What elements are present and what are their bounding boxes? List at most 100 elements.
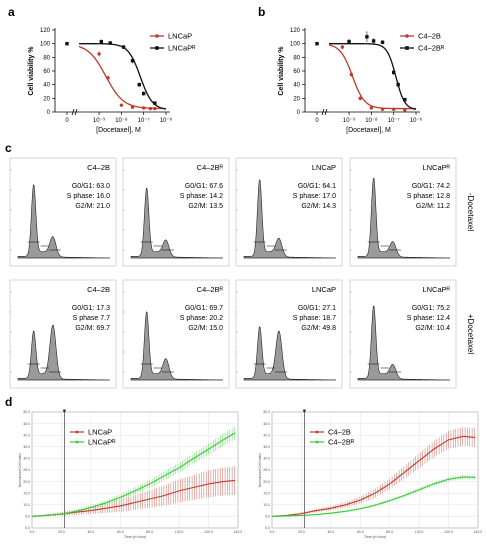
y-axis-label: Normalized Cell Index — [258, 453, 262, 487]
y-tick-label: 60 — [43, 69, 50, 75]
x-tick-label: 0.0 — [270, 530, 275, 534]
data-point — [108, 41, 112, 45]
legend-marker — [315, 440, 319, 444]
y-tick-label: 15.0 — [23, 491, 30, 495]
y-tick-label: 80 — [293, 55, 300, 61]
histogram-g2m: G2/M: 11.2 — [416, 203, 450, 210]
fit-curve-0 — [328, 44, 416, 110]
y-tick-label: 45.0 — [23, 422, 30, 426]
axis-break-mark — [71, 108, 75, 116]
x-tick-label: 140.0 — [234, 530, 243, 534]
side-label-plus-docetaxel: +Docetaxel — [466, 314, 475, 354]
y-axis-label: Cell viability % — [28, 46, 35, 96]
fit-curve-0 — [78, 46, 167, 110]
x-tick-label: 10⁻⁹ — [343, 117, 356, 124]
legend-label: C4–2B — [328, 428, 351, 437]
y-tick-label: 0.0 — [25, 526, 30, 530]
x-axis-label: [Docetaxel], M — [96, 127, 141, 134]
data-point — [148, 106, 153, 111]
legend-marker — [405, 46, 409, 50]
histogram-s-phase: S phase 7.7 — [73, 315, 110, 322]
data-point — [137, 82, 141, 87]
histogram-frame — [9, 279, 117, 389]
data-point — [119, 103, 124, 107]
y-tick-label: 45.0 — [263, 422, 270, 426]
histogram-g0g1: G0/G1: 27.1 — [298, 305, 336, 312]
y-tick-label: 20 — [293, 96, 300, 102]
cell-index-chart-lncap: 0.0 5.0 10.0 15.0 20.0 25.0 30.0 35.0 40.0 45.0 50… — [18, 409, 243, 539]
y-tick-label: 50.0 — [23, 410, 30, 414]
y-tick-label: 20.0 — [23, 480, 30, 484]
legend-label: LNCaPᴿ — [168, 44, 196, 53]
histogram-frame — [235, 279, 343, 389]
data-point — [380, 40, 385, 44]
data-point — [349, 72, 354, 77]
y-tick-label: 30.0 — [263, 457, 270, 461]
histogram-frame — [349, 157, 457, 267]
series-line-1 — [271, 476, 476, 517]
x-tick-label: 60.0 — [117, 530, 124, 534]
legend-marker — [155, 46, 159, 50]
data-point — [391, 70, 396, 75]
x-tick-label: 10⁻⁸ — [365, 117, 378, 124]
histogram-title: LNCaP — [312, 285, 336, 294]
panel-letter-c: c — [5, 141, 12, 155]
data-point — [106, 76, 110, 80]
data-point — [403, 98, 407, 102]
x-tick-label: 10⁻⁸ — [115, 117, 128, 124]
histogram-title: LNCaPᴿ — [422, 285, 450, 294]
histogram-frame — [9, 157, 117, 267]
fit-curve-1 — [329, 43, 417, 110]
y-tick-label: 35.0 — [23, 445, 30, 449]
histogram-shape — [357, 305, 451, 381]
series-line-1 — [31, 432, 236, 517]
x-tick-label: 40.0 — [87, 530, 94, 534]
legend-label: C4–2Bᴿ — [328, 438, 355, 447]
y-tick-label: 40 — [293, 83, 300, 89]
histogram-s-phase: S phase: 12.4 — [407, 315, 450, 322]
x-tick-label: 10⁻⁷ — [138, 117, 150, 124]
histogram-g0g1: G0/G1: 63.0 — [72, 183, 110, 190]
data-point — [358, 96, 362, 101]
x-tick-label: 60.0 — [357, 530, 364, 534]
histogram-frame — [349, 279, 457, 389]
y-tick-label: 80 — [43, 55, 50, 61]
series-line-0 — [271, 435, 476, 517]
axis-break-mark — [324, 108, 328, 116]
legend-label: LNCaPᴿ — [88, 438, 116, 447]
legend-label: LNCaP — [168, 32, 192, 41]
x-tick-label: 10⁻⁶ — [160, 117, 173, 124]
y-tick-label: 5.0 — [25, 515, 30, 519]
data-point — [340, 45, 345, 49]
histogram-title: C4–2Bᴿ — [197, 285, 224, 294]
histogram-frame — [122, 279, 230, 389]
histogram-g2m: G2/M: 14.3 — [301, 203, 336, 210]
y-tick-label: 60 — [293, 69, 300, 75]
y-tick-label: 0 — [47, 110, 51, 116]
histogram-g0g1: G0/G1: 75.2 — [412, 305, 450, 312]
histogram-title: C4–2B — [87, 163, 110, 172]
y-tick-label: 120 — [290, 28, 301, 34]
legend-marker — [75, 440, 79, 444]
data-point — [97, 52, 101, 56]
data-point — [365, 35, 369, 39]
y-tick-label: 20 — [43, 96, 50, 102]
cell-cycle-histograms: C4–2B G0/G1: 63.0 S phase: 16.0 G2/M: 21.0 C… — [9, 157, 475, 389]
data-point — [153, 106, 157, 111]
data-point — [141, 91, 146, 96]
histogram-shape — [357, 177, 451, 259]
axis-break-mark — [321, 108, 325, 116]
x-axis-label: Time (in Hour) — [124, 535, 146, 539]
histogram-s-phase: S phase: 18.7 — [293, 315, 336, 322]
legend-marker — [405, 34, 409, 38]
histogram-g2m: G2/M: 69.7 — [75, 325, 110, 332]
y-tick-label: 15.0 — [263, 491, 270, 495]
histogram-shape — [17, 325, 111, 381]
y-tick-label: 40 — [43, 83, 50, 89]
histogram-title: C4–2B — [87, 285, 110, 294]
histogram-g0g1: G0/G1: 64.1 — [298, 183, 336, 190]
data-point — [121, 45, 126, 49]
x-axis-label: Time (in Hour) — [364, 535, 386, 539]
histogram-frame — [122, 157, 230, 267]
y-tick-label: 10.0 — [23, 503, 30, 507]
